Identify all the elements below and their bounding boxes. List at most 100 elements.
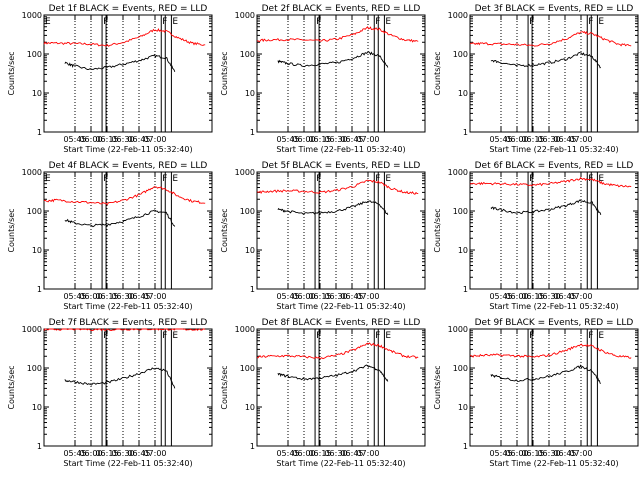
plot-frame	[256, 171, 426, 290]
events-series-line	[490, 199, 602, 215]
y-tick-label: 1	[37, 285, 42, 294]
plot-title: Det 7f BLACK = Events, RED = LLD	[49, 318, 208, 328]
y-tick-label: 1	[463, 442, 468, 451]
plot-frame	[469, 14, 639, 133]
x-tick-label: 05:45	[489, 135, 512, 144]
x-tick-label: 05:45	[276, 292, 299, 301]
y-tick-label: 1000	[235, 325, 255, 334]
region-marker-label: F	[162, 331, 167, 341]
events-series-line	[277, 364, 389, 382]
region-marker-label: F	[103, 17, 108, 27]
y-tick-label: 1	[37, 442, 42, 451]
detector-plot: Det 3f BLACK = Events, RED = LLD 1 10 100 10…	[433, 4, 639, 154]
y-tick-label: 1000	[235, 168, 255, 177]
plot-frame	[43, 171, 213, 290]
y-tick-label: 1	[250, 442, 255, 451]
plot-title: Det 9f BLACK = Events, RED = LLD	[475, 318, 634, 328]
plot-title: Det 8f BLACK = Events, RED = LLD	[262, 318, 421, 328]
plot-title: Det 6f BLACK = Events, RED = LLD	[475, 161, 634, 171]
x-tick-label: 07:00	[356, 135, 379, 144]
y-axis-label: Counts/sec	[7, 208, 16, 252]
region-marker-label: E	[45, 17, 51, 27]
y-axis-label: Counts/sec	[7, 365, 16, 409]
detector-plot: Det 4f BLACK = Events, RED = LLD 1 10 100 10…	[7, 161, 213, 311]
y-tick-label: 1000	[448, 168, 468, 177]
region-marker-label: F	[529, 174, 534, 184]
x-tick-label: 06:45	[553, 449, 576, 458]
x-tick-label: 07:00	[143, 292, 166, 301]
x-tick-label: 06:15	[95, 292, 118, 301]
x-tick-label: 07:00	[569, 135, 592, 144]
events-series-line	[277, 200, 389, 215]
x-tick-label: 06:45	[127, 135, 150, 144]
region-marker-label: F	[316, 331, 321, 341]
y-tick-label: 1000	[22, 168, 42, 177]
lld-series-line	[256, 342, 419, 360]
y-tick-label: 10	[32, 403, 42, 412]
x-tick-label: 06:45	[340, 135, 363, 144]
y-tick-label: 10	[245, 89, 255, 98]
y-tick-label: 10	[245, 246, 255, 255]
x-tick-label: 06:15	[521, 135, 544, 144]
x-tick-label: 06:00	[79, 135, 102, 144]
detector-plot: Det 8f BLACK = Events, RED = LLD 1 10 100 10…	[220, 318, 426, 468]
x-tick-label: 05:45	[63, 449, 86, 458]
region-marker-label: F	[103, 174, 108, 184]
x-axis-label: Start Time (22-Feb-11 05:32:40)	[276, 302, 405, 311]
plot-frame	[469, 328, 639, 447]
x-tick-label: 06:45	[340, 449, 363, 458]
y-axis-label: Counts/sec	[433, 365, 442, 409]
region-marker-label: E	[172, 17, 178, 27]
plot-frame	[469, 171, 639, 290]
region-marker-label: E	[385, 331, 391, 341]
region-marker-label: F	[316, 174, 321, 184]
x-tick-label: 06:15	[308, 292, 331, 301]
x-tick-label: 06:45	[127, 292, 150, 301]
region-marker-label: E	[172, 331, 178, 341]
y-axis-label: Counts/sec	[220, 365, 229, 409]
events-series-line	[64, 53, 176, 72]
x-tick-label: 06:30	[324, 135, 347, 144]
y-tick-label: 10	[458, 89, 468, 98]
lld-series-line	[470, 30, 632, 47]
x-axis-label: Start Time (22-Feb-11 05:32:40)	[276, 459, 405, 468]
x-tick-label: 06:15	[308, 449, 331, 458]
y-axis-label: Counts/sec	[433, 51, 442, 95]
x-axis-label: Start Time (22-Feb-11 05:32:40)	[63, 145, 192, 154]
y-tick-label: 1	[250, 285, 255, 294]
x-axis-label: Start Time (22-Feb-11 05:32:40)	[276, 145, 405, 154]
plot-frame	[43, 328, 213, 447]
plot-frame	[43, 14, 213, 133]
events-series-line	[277, 51, 389, 68]
y-tick-label: 100	[453, 364, 468, 373]
x-tick-label: 06:15	[308, 135, 331, 144]
detector-plot: Det 1f BLACK = Events, RED = LLD 1 10 100 10…	[7, 4, 213, 154]
region-marker-label: E	[598, 331, 604, 341]
x-tick-label: 05:45	[276, 449, 299, 458]
region-marker-label: E	[385, 17, 391, 27]
x-axis-label: Start Time (22-Feb-11 05:32:40)	[489, 459, 618, 468]
x-axis-label: Start Time (22-Feb-11 05:32:40)	[63, 459, 192, 468]
x-tick-label: 06:15	[95, 449, 118, 458]
region-marker-label: F	[375, 331, 380, 341]
plot-title: Det 5f BLACK = Events, RED = LLD	[262, 161, 421, 171]
lld-series-line	[43, 186, 206, 206]
x-tick-label: 06:00	[292, 449, 315, 458]
x-tick-label: 06:45	[553, 135, 576, 144]
x-tick-label: 06:45	[127, 449, 150, 458]
region-marker-label: F	[375, 17, 380, 27]
lld-series-line	[469, 177, 632, 188]
x-tick-label: 05:45	[489, 449, 512, 458]
x-tick-label: 06:15	[521, 449, 544, 458]
plot-frame	[256, 14, 426, 133]
y-tick-label: 100	[27, 50, 42, 59]
x-tick-label: 06:00	[292, 292, 315, 301]
plot-title: Det 2f BLACK = Events, RED = LLD	[262, 4, 421, 14]
y-tick-label: 1	[463, 285, 468, 294]
region-marker-label: F	[162, 17, 167, 27]
y-tick-label: 1000	[448, 11, 468, 20]
x-tick-label: 05:45	[276, 135, 299, 144]
x-tick-label: 06:30	[324, 292, 347, 301]
detector-plot: Det 6f BLACK = Events, RED = LLD 1 10 100 10…	[433, 161, 639, 311]
x-tick-label: 06:30	[324, 449, 347, 458]
